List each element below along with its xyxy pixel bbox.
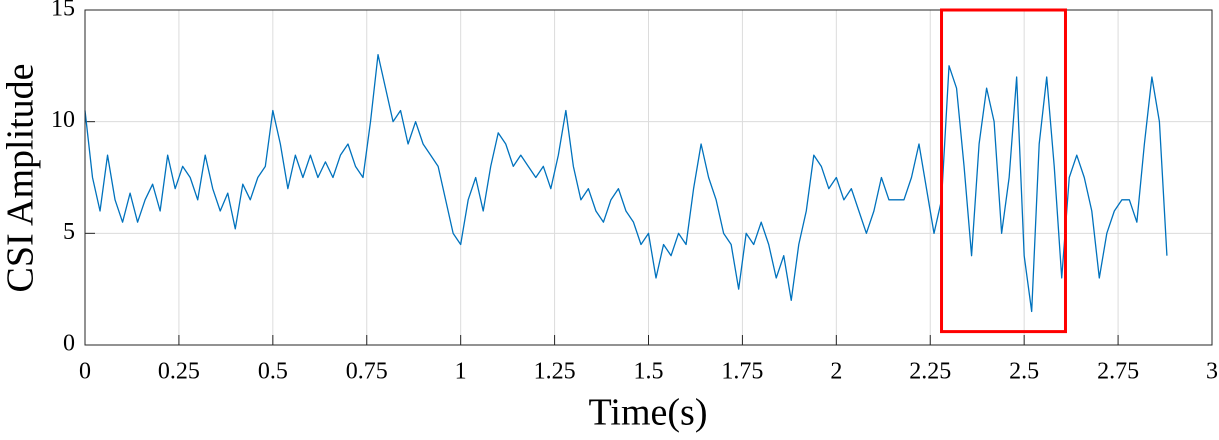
y-tick-label: 15: [51, 0, 75, 22]
x-tick-label: 1.5: [634, 359, 664, 385]
signal-line: [84, 54, 1168, 313]
x-tick-label: 3: [1206, 359, 1218, 385]
x-tick-label: 1.25: [534, 359, 576, 385]
x-tick-label: 0: [79, 359, 91, 385]
x-tick-label: 2.75: [1097, 359, 1139, 385]
x-tick-label: 2.25: [909, 359, 951, 385]
highlight-box: [940, 8, 1067, 334]
x-tick-label: 2.5: [1009, 359, 1039, 385]
x-tick-label: 1.75: [721, 359, 763, 385]
x-tick-label: 2: [830, 359, 842, 385]
y-tick-label: 0: [63, 331, 75, 357]
x-axis-label: Time(s): [589, 392, 708, 434]
x-tick-label: 0.25: [158, 359, 200, 385]
x-tick-label: 1: [455, 359, 467, 385]
y-tick-label: 5: [63, 219, 75, 245]
plot-frame: [84, 9, 1213, 346]
x-tick-label: 0.75: [346, 359, 388, 385]
y-axis-label: CSI Amplitude: [0, 63, 42, 292]
x-tick-label: 0.5: [258, 359, 288, 385]
y-tick-label: 10: [51, 107, 75, 133]
